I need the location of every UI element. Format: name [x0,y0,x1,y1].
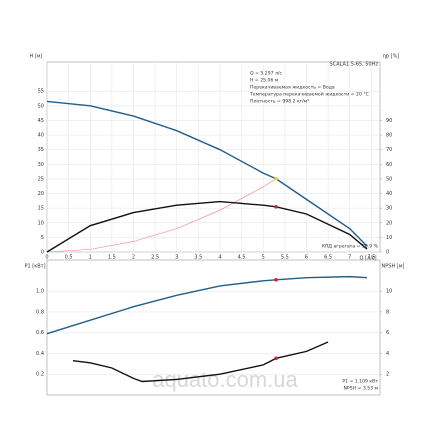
curve [46,275,368,335]
y-tick-label: 55 [38,89,44,95]
operating-point [274,205,278,209]
plot-area [46,259,381,396]
y2-tick-label: 10 [386,289,392,295]
annotation: Q = 5.297 л/с [250,71,282,77]
y-tick-label: 50 [38,103,44,109]
y2-tick-label: 4 [386,351,389,357]
annotation: Перекачиваемая жидкость = Вода [250,85,335,91]
annotation: Плотность = 998.2 кг/м³ [250,99,309,105]
curve [46,200,368,253]
y-tick-label: 0.4 [36,351,44,357]
annotation: Температура перекачиваемой жидкости = 20… [249,91,369,98]
y2-tick-label: 10 [386,235,392,241]
y2-axis-label: ηp [%] [383,54,400,60]
y-tick-label: 5 [41,235,44,241]
x-tick-label: 3.5 [194,255,202,261]
y-tick-label: 0.2 [36,372,44,378]
operating-point [274,176,278,181]
y-axis-label: H [м] [29,54,42,60]
x-tick-label: 3 [175,255,178,261]
y-tick-label: 15 [38,206,44,212]
curve [46,100,368,247]
x-tick-label: 5 [262,255,265,261]
y2-tick-label: 6 [386,330,389,336]
y-tick-label: 0.6 [36,330,44,336]
x-tick-label: 4 [218,255,221,261]
x-tick-label: 1 [89,255,92,261]
y-tick-label: 10 [38,220,44,226]
x-tick-label: 1.5 [108,255,116,261]
y2-tick-label: 60 [386,162,392,168]
y2-tick-label: 80 [386,133,392,139]
y2-tick-label: 90 [386,118,392,124]
x-tick-label: 7.5 [367,255,375,261]
annotation: P1 = 1.109 кВт [342,379,378,385]
x-tick-label: 7 [348,255,351,261]
x-tick-label: 4.5 [238,255,246,261]
x-tick-label: 5.5 [281,255,289,261]
y2-tick-label: 8 [386,309,389,315]
chart-title: SCALA1 5-65, 50Hz [330,62,379,68]
y2-tick-label: 40 [386,191,392,197]
y2-tick-label: 50 [386,176,392,182]
y-tick-label: 30 [38,162,44,168]
y-tick-label: 45 [38,118,44,124]
y-tick-label: 20 [38,191,44,197]
y-tick-label: 25 [38,176,44,182]
y-tick-label: 35 [38,147,44,153]
x-tick-label: 0.5 [65,255,73,261]
x-tick-label: 2 [132,255,135,261]
y-tick-label: 1.0 [36,289,44,295]
operating-point [274,356,278,361]
x-tick-label: 6.5 [324,255,332,261]
y-tick-label: 0 [41,250,44,256]
curve [46,178,277,253]
x-tick-label: 2.5 [151,255,159,261]
y-tick-label: 0.8 [36,309,44,315]
operating-point [274,278,278,282]
annotation: H = 25.06 м [250,78,279,84]
annotation: NPSH = 3.53 м [343,386,378,392]
annotation: КПД агрегата = 30.9 % [322,244,379,250]
y-tick-label: 40 [38,133,44,139]
y2-tick-label: 20 [386,220,392,226]
y2-tick-label: 2 [386,372,389,378]
y2-axis-label: NPSH [м] [382,264,405,270]
y2-tick-label: 0 [386,250,389,256]
y2-tick-label: 30 [386,206,392,212]
y2-tick-label: 70 [386,147,392,153]
x-axis-label: Q [л/с] [359,256,376,262]
x-tick-label: 0 [45,255,48,261]
y-axis-label: P1 [кВт] [24,264,45,270]
x-tick-label: 6 [305,255,308,261]
curve [72,341,329,383]
